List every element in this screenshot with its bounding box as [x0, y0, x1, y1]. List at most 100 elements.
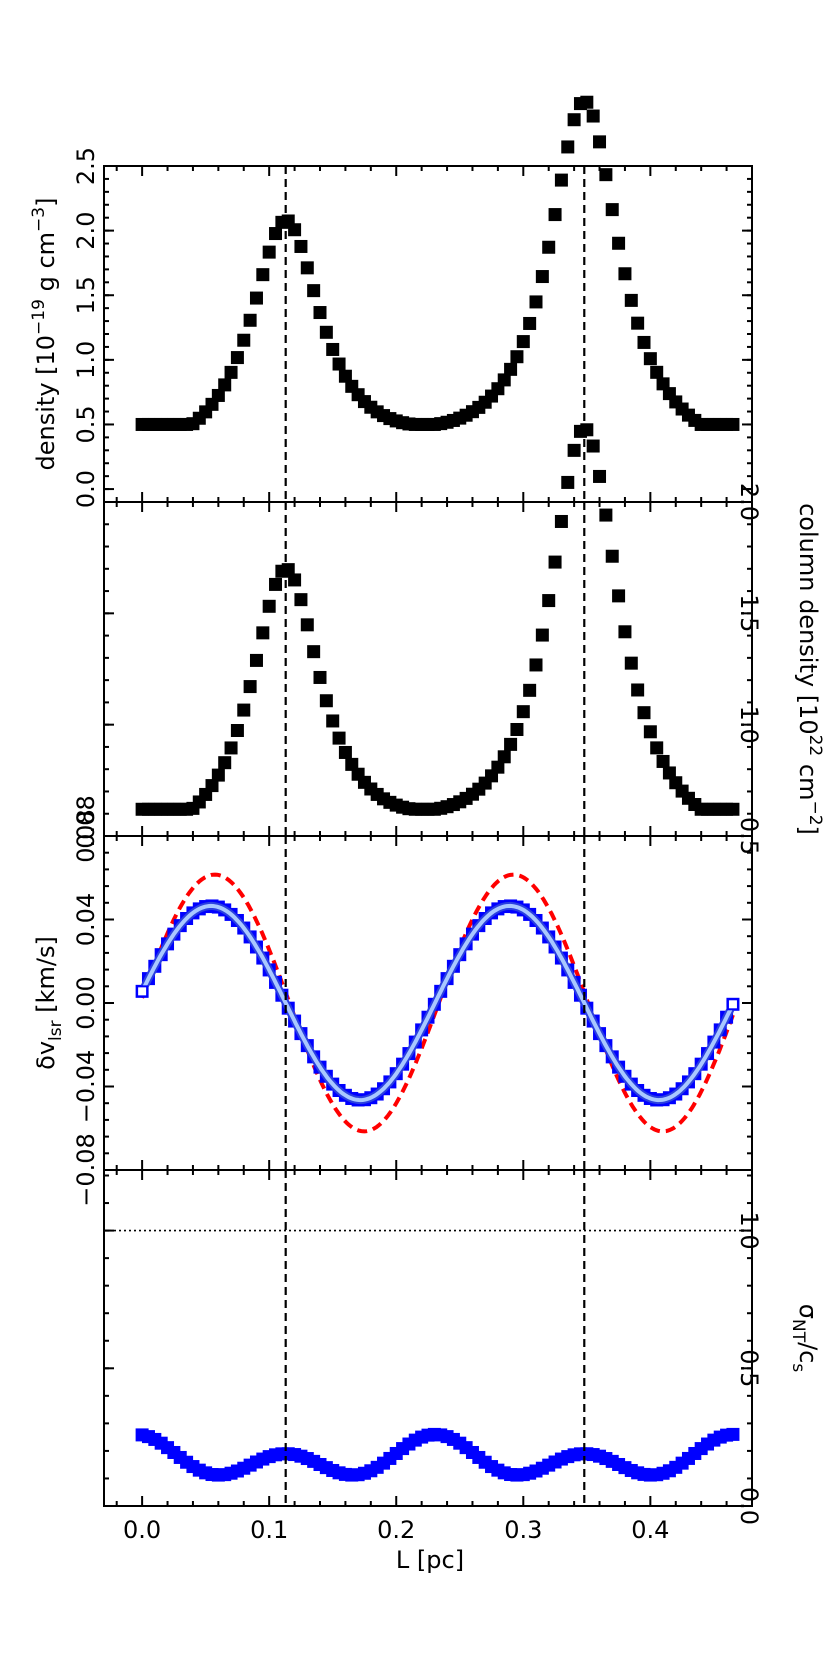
data-point: [593, 135, 607, 149]
end-marker: [136, 985, 149, 998]
data-point: [567, 113, 581, 127]
data-point: [256, 268, 270, 282]
y-tick-label: 1.5: [72, 276, 100, 314]
x-tick-label: 0.2: [377, 1516, 415, 1544]
data-point: [554, 173, 568, 187]
y-tick-label: 1.0: [735, 706, 763, 744]
data-point: [523, 316, 537, 330]
data-point: [631, 683, 645, 697]
data-point: [650, 741, 664, 755]
y-tick-label: 1.5: [735, 594, 763, 632]
density-panel: 0.0 0.5 1.0 1.5 2.0 2.5 density [10−19 g cm−3]: [29, 95, 753, 508]
data-point: [542, 240, 556, 254]
end-marker: [726, 998, 739, 1011]
data-point: [726, 1427, 740, 1441]
data-point: [256, 626, 270, 640]
data-point: [643, 352, 657, 366]
data-point: [249, 653, 263, 667]
data-point: [338, 745, 352, 759]
data-point: [618, 625, 632, 639]
data-point: [529, 658, 543, 672]
model-curve: [140, 872, 735, 1134]
y-axis-label: density [10−19 g cm−3]: [29, 198, 60, 471]
x-tick-label: 0.1: [250, 1516, 288, 1544]
data-point: [319, 694, 333, 708]
x-axis: 0.0 0.1 0.2 0.3 0.4 L [pc]: [123, 1516, 669, 1574]
data-point: [313, 306, 327, 320]
y-axis-label: column density [1022 cm−2]: [794, 503, 825, 835]
data-point: [504, 737, 518, 751]
data-point: [580, 423, 594, 437]
panel-frame: [103, 501, 753, 837]
data-point: [243, 313, 257, 327]
data-point: [237, 703, 251, 717]
data-point: [249, 291, 263, 305]
data-point: [319, 325, 333, 339]
data-point: [326, 342, 340, 356]
data-point: [262, 599, 276, 613]
y-tick-label: −0.04: [72, 1050, 100, 1124]
data-point: [605, 203, 619, 217]
x-axis-label: L [pc]: [396, 1546, 464, 1574]
data-point: [554, 514, 568, 528]
y-tick-label: 0.00: [72, 976, 100, 1029]
data-point: [726, 802, 740, 816]
data-point: [561, 140, 575, 154]
panel-frame: [103, 165, 753, 503]
x-tick-label: 0.4: [631, 1516, 669, 1544]
data-point: [548, 555, 562, 569]
data-point: [599, 508, 613, 522]
data-point: [542, 594, 556, 608]
data-point: [656, 377, 670, 391]
data-point: [332, 357, 346, 371]
data-point: [491, 760, 505, 774]
data-point: [586, 439, 600, 453]
data-point: [504, 362, 518, 376]
data-point: [313, 670, 327, 684]
data-point: [548, 208, 562, 222]
data-point: [529, 295, 543, 309]
data-point: [535, 628, 549, 642]
data-point: [593, 469, 607, 483]
data-point: [535, 270, 549, 284]
y-tick-label: 0.5: [72, 405, 100, 443]
data-point: [624, 656, 638, 670]
data-point: [631, 316, 645, 330]
data-point: [637, 706, 651, 720]
data-point: [269, 227, 283, 241]
data-point: [211, 388, 225, 402]
data-point: [726, 417, 740, 431]
data-point: [612, 236, 626, 250]
data-point: [567, 443, 581, 457]
data-point: [605, 549, 619, 563]
data-point: [218, 756, 232, 770]
y-tick-label: 0.04: [72, 893, 100, 946]
velocity-panel: −0.08 −0.04 0.00 0.04 0.08 δvlsr [km/s]: [32, 809, 753, 1207]
data-point: [510, 722, 524, 736]
data-point: [662, 766, 676, 780]
data-point: [243, 680, 257, 694]
data-point: [288, 223, 302, 237]
data-point: [580, 95, 594, 109]
data-point: [230, 724, 244, 738]
y-tick-label: 1.0: [72, 341, 100, 379]
data-point: [230, 351, 244, 365]
x-tick-label: 0.3: [504, 1516, 542, 1544]
fit-curve-outline: [138, 901, 737, 1105]
data-point: [262, 245, 276, 259]
data-point: [637, 335, 651, 349]
y-tick-label: 2.0: [72, 212, 100, 250]
data-point: [294, 593, 308, 607]
data-point: [497, 373, 511, 387]
y-tick-label: 0.08: [72, 809, 100, 862]
data-point: [510, 350, 524, 364]
data-point: [656, 754, 670, 768]
data-point: [497, 750, 511, 764]
data-point: [307, 284, 321, 298]
data-point: [205, 779, 219, 793]
data-point: [300, 618, 314, 632]
data-point: [288, 573, 302, 587]
data-point: [218, 378, 232, 392]
